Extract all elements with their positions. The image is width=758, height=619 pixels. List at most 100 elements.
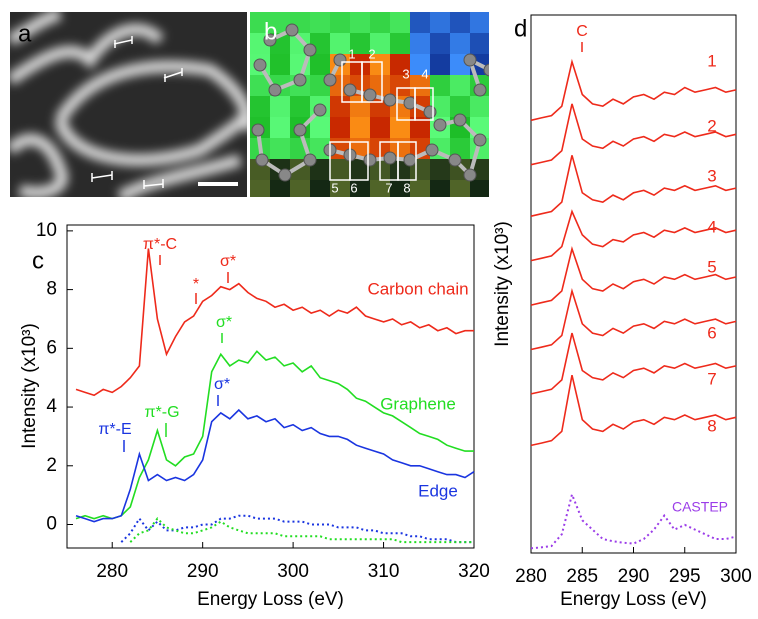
series-label: 3 xyxy=(707,166,716,185)
y-tick-label: 2 xyxy=(46,455,57,476)
atom xyxy=(448,153,462,167)
series-label: CASTEP xyxy=(672,499,728,515)
plot-frame xyxy=(530,14,737,554)
atom xyxy=(323,73,337,87)
annotation: σ* xyxy=(220,253,236,270)
atom xyxy=(423,105,437,119)
box-label: 7 xyxy=(385,180,392,195)
pixel xyxy=(290,96,310,117)
atom xyxy=(363,88,377,102)
annotation: σ* xyxy=(216,314,232,331)
pixel xyxy=(370,75,390,96)
series-label: 8 xyxy=(707,416,716,435)
pixel xyxy=(470,180,489,197)
pixel xyxy=(390,138,410,159)
atom xyxy=(251,123,265,137)
pixel xyxy=(410,117,430,138)
pixel xyxy=(350,54,370,75)
x-tick-label: 280 xyxy=(96,561,128,582)
pixel xyxy=(330,33,350,54)
panel-label: d xyxy=(514,15,527,42)
box-label: 1 xyxy=(348,46,355,61)
box-label: 5 xyxy=(331,180,338,195)
pixel xyxy=(370,33,390,54)
panel-label: a xyxy=(18,20,32,47)
pixel xyxy=(390,54,410,75)
pixel xyxy=(450,96,470,117)
pixel xyxy=(430,180,450,197)
pixel xyxy=(270,117,290,138)
pixel xyxy=(330,12,350,33)
highlight-box xyxy=(397,141,417,181)
x-tick-label: 300 xyxy=(277,561,309,582)
pixel xyxy=(330,117,350,138)
y-tick-label: 6 xyxy=(46,337,57,358)
atom xyxy=(463,53,477,67)
pixel xyxy=(430,75,450,96)
pixel xyxy=(450,180,470,197)
series-line xyxy=(530,287,737,351)
x-tick-label: 280 xyxy=(515,566,547,587)
pixel xyxy=(250,96,270,117)
box-label: 6 xyxy=(350,180,357,195)
pixel xyxy=(330,96,350,117)
highlight-box xyxy=(361,61,383,103)
pixel xyxy=(270,96,290,117)
pixel xyxy=(350,180,370,197)
series-line xyxy=(530,209,737,262)
pixel xyxy=(250,12,270,33)
pixel xyxy=(310,12,330,33)
annotation: * xyxy=(193,276,199,293)
pixel xyxy=(270,12,290,33)
series-line xyxy=(530,58,737,122)
atom xyxy=(433,118,447,132)
series-label: 2 xyxy=(707,116,716,135)
atom xyxy=(263,33,277,47)
pixel xyxy=(370,54,390,75)
atom xyxy=(255,153,269,167)
pixel xyxy=(390,75,410,96)
atom xyxy=(483,63,489,77)
series-line xyxy=(129,517,474,544)
panel-label: b xyxy=(264,18,277,45)
atom xyxy=(343,83,357,97)
box-label: 8 xyxy=(403,180,410,195)
pixel xyxy=(350,159,370,180)
atom xyxy=(463,168,477,182)
y-axis-label: Intensity (x10³) xyxy=(19,323,40,449)
x-tick-label: 320 xyxy=(458,561,490,582)
annotation: π*-E xyxy=(98,421,131,438)
series-label: Graphene xyxy=(380,394,456,413)
pixel xyxy=(410,33,430,54)
box-label: 2 xyxy=(368,46,375,61)
pixel xyxy=(470,33,489,54)
annotation: π*-G xyxy=(144,404,179,421)
atom xyxy=(303,43,317,57)
pixel xyxy=(270,180,290,197)
series-line xyxy=(530,246,737,306)
pixel xyxy=(310,54,330,75)
series-line xyxy=(75,408,475,523)
y-axis-label: Intensity (x10³) xyxy=(492,221,513,347)
pixel xyxy=(470,96,489,117)
pixel xyxy=(470,12,489,33)
pixel xyxy=(250,75,270,96)
pixel xyxy=(290,180,310,197)
series-label: 4 xyxy=(707,217,716,236)
atom xyxy=(253,58,267,72)
atom xyxy=(425,143,439,157)
atom xyxy=(333,53,347,67)
series-label: Edge xyxy=(418,481,458,500)
pixel xyxy=(370,117,390,138)
annotation: π*-C xyxy=(143,236,177,253)
pixel xyxy=(270,54,290,75)
pixel xyxy=(250,180,270,197)
annotation: C xyxy=(576,23,588,40)
series-line xyxy=(530,155,737,217)
y-tick-label: 0 xyxy=(46,514,57,535)
atom xyxy=(403,153,417,167)
plot-frame xyxy=(66,224,475,549)
pixel xyxy=(410,159,430,180)
y-tick-label: 8 xyxy=(46,279,57,300)
